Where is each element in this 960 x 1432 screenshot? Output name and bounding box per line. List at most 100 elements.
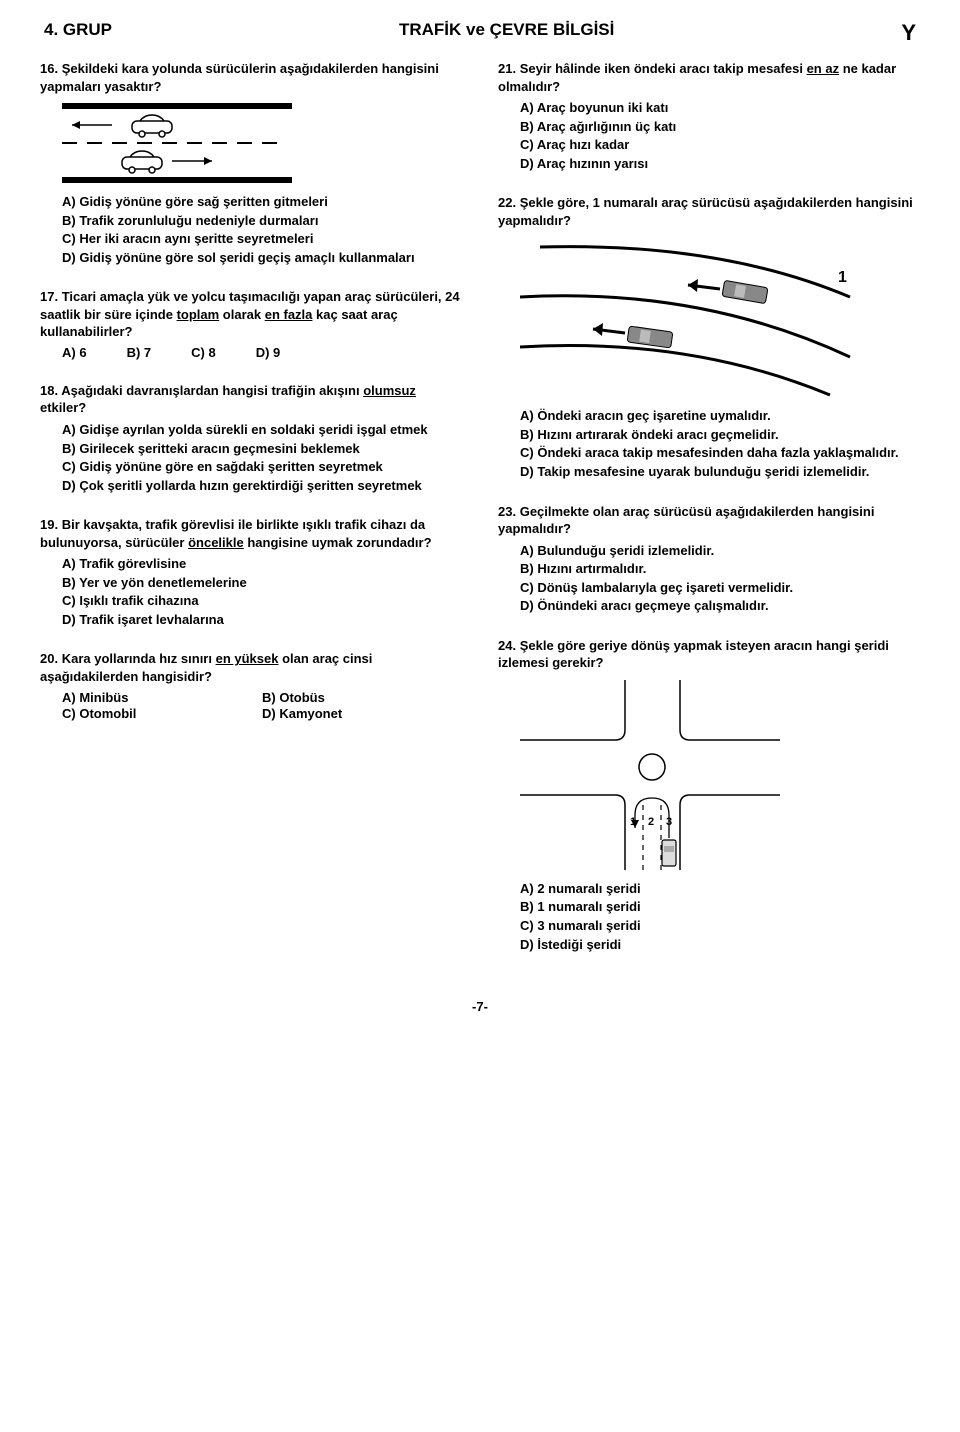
q20-options: A) Minibüs B) Otobüs C) Otomobil D) Kamy… — [62, 690, 462, 721]
q23-text: 23. Geçilmekte olan araç sürücüsü aşağıd… — [498, 503, 920, 538]
q24-c: C) 3 numaralı şeridi — [520, 917, 920, 935]
q17-u2: en fazla — [265, 307, 313, 322]
q24-diagram: 1 2 3 — [520, 680, 920, 870]
q20-u: en yüksek — [216, 651, 279, 666]
q22-label-1: 1 — [838, 269, 847, 286]
q24-options: A) 2 numaralı şeridi B) 1 numaralı şerid… — [520, 880, 920, 953]
q21-u: en az — [807, 61, 840, 76]
q21-d: D) Araç hızının yarısı — [520, 155, 920, 173]
q21-text: 21. Seyir hâlinde iken öndeki aracı taki… — [498, 60, 920, 95]
question-16: 16. Şekildeki kara yolunda sürücülerin a… — [40, 60, 462, 266]
q16-d: D) Gidiş yönüne göre sol şeridi geçiş am… — [62, 249, 462, 267]
q21-b: B) Araç ağırlığının üç katı — [520, 118, 920, 136]
q23-b: B) Hızını artırmalıdır. — [520, 560, 920, 578]
q16-c: C) Her iki aracın aynı şeritte seyretmel… — [62, 230, 462, 248]
q22-options: A) Öndeki aracın geç işaretine uymalıdır… — [520, 407, 920, 480]
q20-c: C) Otomobil — [62, 706, 262, 721]
q16-options: A) Gidiş yönüne göre sağ şeritten gitmel… — [62, 193, 462, 266]
header-center: TRAFİK ve ÇEVRE BİLGİSİ — [399, 20, 614, 46]
question-18: 18. Aşağıdaki davranışlardan hangisi tra… — [40, 382, 462, 494]
q19-num: 19. — [40, 517, 58, 532]
q23-options: A) Bulunduğu şeridi izlemelidir. B) Hızı… — [520, 542, 920, 615]
q21-a: A) Araç boyunun iki katı — [520, 99, 920, 117]
q24-num: 24. — [498, 638, 516, 653]
q20-pre: Kara yollarında hız sınırı — [62, 651, 216, 666]
q23-num: 23. — [498, 504, 516, 519]
q19-options: A) Trafik görevlisine B) Yer ve yön dene… — [62, 555, 462, 628]
q17-u1: toplam — [177, 307, 220, 322]
q17-c: C) 8 — [191, 345, 216, 360]
q18-d: D) Çok şeritli yollarda hızın gerektirdi… — [62, 477, 462, 495]
q19-b: B) Yer ve yön denetlemelerine — [62, 574, 462, 592]
q22-diagram: 1 — [520, 237, 920, 397]
right-column: 21. Seyir hâlinde iken öndeki aracı taki… — [498, 60, 920, 975]
q19-d: D) Trafik işaret levhalarına — [62, 611, 462, 629]
question-23: 23. Geçilmekte olan araç sürücüsü aşağıd… — [498, 503, 920, 615]
q24-l2: 2 — [648, 816, 654, 828]
question-21: 21. Seyir hâlinde iken öndeki aracı taki… — [498, 60, 920, 172]
q24-d: D) İstediği şeridi — [520, 936, 920, 954]
q21-pre: Seyir hâlinde iken öndeki aracı takip me… — [520, 61, 807, 76]
q18-pre: Aşağıdaki davranışlardan hangisi trafiği… — [61, 383, 363, 398]
q20-d: D) Kamyonet — [262, 706, 462, 721]
q18-post: etkiler? — [40, 400, 86, 415]
q18-u: olumsuz — [363, 383, 416, 398]
q16-text: 16. Şekildeki kara yolunda sürücülerin a… — [40, 60, 462, 95]
q19-a: A) Trafik görevlisine — [62, 555, 462, 573]
left-column: 16. Şekildeki kara yolunda sürücülerin a… — [40, 60, 462, 975]
q20-num: 20. — [40, 651, 58, 666]
q23-a: A) Bulunduğu şeridi izlemelidir. — [520, 542, 920, 560]
q24-a: A) 2 numaralı şeridi — [520, 880, 920, 898]
page-header: 4. GRUP TRAFİK ve ÇEVRE BİLGİSİ Y — [40, 20, 920, 46]
q18-num: 18. — [40, 383, 58, 398]
q20-text: 20. Kara yollarında hız sınırı en yüksek… — [40, 650, 462, 685]
q24-b: B) 1 numaralı şeridi — [520, 898, 920, 916]
q17-a: A) 6 — [62, 345, 87, 360]
q16-body: Şekildeki kara yolunda sürücülerin aşağı… — [40, 61, 439, 94]
question-24: 24. Şekle göre geriye dönüş yapmak istey… — [498, 637, 920, 953]
q22-num: 22. — [498, 195, 516, 210]
q21-c: C) Araç hızı kadar — [520, 136, 920, 154]
q17-text: 17. Ticari amaçla yük ve yolcu taşımacıl… — [40, 288, 462, 341]
q22-c: C) Öndeki araca takip mesafesinden daha … — [520, 444, 920, 462]
q24-text: 24. Şekle göre geriye dönüş yapmak istey… — [498, 637, 920, 672]
q20-a: A) Minibüs — [62, 690, 262, 705]
q17-options: A) 6 B) 7 C) 8 D) 9 — [62, 345, 462, 360]
q23-body: Geçilmekte olan araç sürücüsü aşağıdakil… — [498, 504, 874, 537]
q19-u: öncelikle — [188, 535, 244, 550]
header-left: 4. GRUP — [44, 20, 112, 46]
question-20: 20. Kara yollarında hız sınırı en yüksek… — [40, 650, 462, 720]
q22-b: B) Hızını artırarak öndeki aracı geçmeli… — [520, 426, 920, 444]
q17-num: 17. — [40, 289, 58, 304]
q16-b: B) Trafik zorunluluğu nedeniyle durmalar… — [62, 212, 462, 230]
q17-d: D) 9 — [256, 345, 281, 360]
q23-c: C) Dönüş lambalarıyla geç işareti vermel… — [520, 579, 920, 597]
q19-c: C) Işıklı trafik cihazına — [62, 592, 462, 610]
question-17: 17. Ticari amaçla yük ve yolcu taşımacıl… — [40, 288, 462, 360]
q18-options: A) Gidişe ayrılan yolda sürekli en solda… — [62, 421, 462, 494]
q16-diagram — [62, 103, 462, 183]
q22-body: Şekle göre, 1 numaralı araç sürücüsü aşa… — [498, 195, 913, 228]
q18-a: A) Gidişe ayrılan yolda sürekli en solda… — [62, 421, 462, 439]
q17-b: B) 7 — [127, 345, 152, 360]
question-19: 19. Bir kavşakta, trafik görevlisi ile b… — [40, 516, 462, 628]
q24-body: Şekle göre geriye dönüş yapmak isteyen a… — [498, 638, 889, 671]
q20-b: B) Otobüs — [262, 690, 462, 705]
q22-a: A) Öndeki aracın geç işaretine uymalıdır… — [520, 407, 920, 425]
page-number: -7- — [40, 999, 920, 1014]
q19-text: 19. Bir kavşakta, trafik görevlisi ile b… — [40, 516, 462, 551]
q22-d: D) Takip mesafesine uyarak bulunduğu şer… — [520, 463, 920, 481]
q23-d: D) Önündeki aracı geçmeye çalışmalıdır. — [520, 597, 920, 615]
q16-num: 16. — [40, 61, 58, 76]
q17-mid: olarak — [219, 307, 265, 322]
header-right: Y — [901, 20, 916, 46]
q18-c: C) Gidiş yönüne göre en sağdaki şeritten… — [62, 458, 462, 476]
q21-num: 21. — [498, 61, 516, 76]
q18-b: B) Girilecek şeritteki aracın geçmesini … — [62, 440, 462, 458]
question-22: 22. Şekle göre, 1 numaralı araç sürücüsü… — [498, 194, 920, 480]
q21-options: A) Araç boyunun iki katı B) Araç ağırlığ… — [520, 99, 920, 172]
q22-text: 22. Şekle göre, 1 numaralı araç sürücüsü… — [498, 194, 920, 229]
content-columns: 16. Şekildeki kara yolunda sürücülerin a… — [40, 60, 920, 975]
q18-text: 18. Aşağıdaki davranışlardan hangisi tra… — [40, 382, 462, 417]
q19-post: hangisine uymak zorundadır? — [244, 535, 432, 550]
